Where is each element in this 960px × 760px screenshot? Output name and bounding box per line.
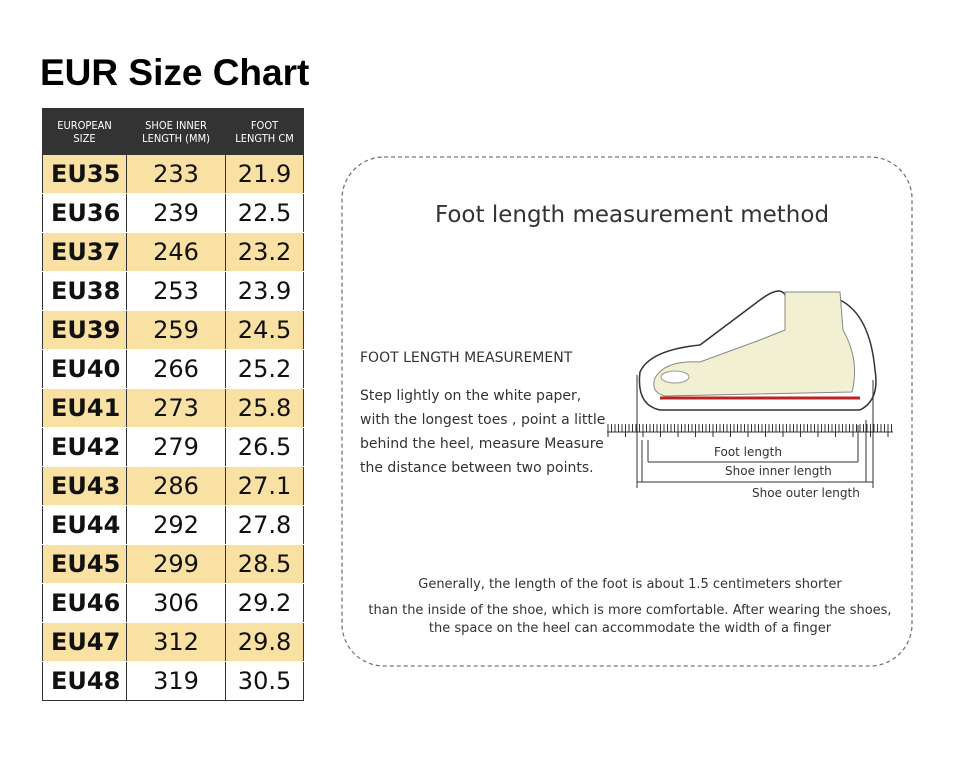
size-row: EU45 299 28.5 [41,544,304,584]
measure-cell: 233 [126,154,227,194]
measure-cell: 21.9 [225,154,304,194]
size-row: EU47 312 29.8 [41,622,304,662]
measure-cell: 266 [126,349,227,389]
size-table: EUROPEAN SIZE SHOE INNER LENGTH (MM) FOOT … [41,108,304,701]
size-row: EU48 319 30.5 [41,661,304,701]
size-row: EU35 233 21.9 [41,154,304,194]
measure-cell: 273 [126,388,227,428]
measure-cell: 286 [126,466,227,506]
size-cell: EU42 [41,427,128,467]
measure-cell: 253 [126,271,227,311]
size-row: EU46 306 29.2 [41,583,304,623]
step-text: with the longest toes , point a little [360,412,605,428]
measure-cell: 25.8 [225,388,304,428]
measure-cell: 25.2 [225,349,304,389]
panel-border [341,156,913,667]
measure-cell: 306 [126,583,227,623]
step-text: Step lightly on the white paper, [360,388,581,404]
size-cell: EU48 [41,661,128,701]
measure-cell: 29.8 [225,622,304,662]
size-cell: EU40 [41,349,128,389]
size-cell: EU35 [41,154,128,194]
measure-cell: 24.5 [225,310,304,350]
measure-cell: 259 [126,310,227,350]
measure-cell: 23.2 [225,232,304,272]
size-row: EU37 246 23.2 [41,232,304,272]
column-header: EUROPEAN SIZE [41,108,128,155]
step-text: behind the heel, measure Measure [360,436,604,452]
size-cell: EU43 [41,466,128,506]
method-subtitle: FOOT LENGTH MEASUREMENT [360,350,573,366]
size-cell: EU45 [41,544,128,584]
measure-cell: 28.5 [225,544,304,584]
size-cell: EU44 [41,505,128,545]
size-row: EU43 286 27.1 [41,466,304,506]
measure-cell: 22.5 [225,193,304,233]
measure-cell: 27.8 [225,505,304,545]
measure-cell: 319 [126,661,227,701]
note-text: than the inside of the shoe, which is mo… [368,603,891,618]
note-text: Generally, the length of the foot is abo… [418,577,842,592]
size-cell: EU47 [41,622,128,662]
measure-cell: 299 [126,544,227,584]
size-cell: EU41 [41,388,128,428]
dimension-lines [636,375,874,488]
header-row: EUROPEAN SIZE SHOE INNER LENGTH (MM) FOOT … [41,108,304,155]
measure-cell: 30.5 [225,661,304,701]
size-cell: EU37 [41,232,128,272]
column-header: SHOE INNER LENGTH (MM) [126,108,227,155]
measure-cell: 312 [126,622,227,662]
shoe-illustration [638,290,877,411]
column-header: FOOT LENGTH CM [225,108,304,155]
measure-cell: 279 [126,427,227,467]
dimension-label: Shoe inner length [725,464,832,478]
page-title: EUR Size Chart [40,52,310,93]
size-cell: EU36 [41,193,128,233]
measure-cell: 246 [126,232,227,272]
measure-cell: 292 [126,505,227,545]
measure-cell: 27.1 [225,466,304,506]
size-cell: EU38 [41,271,128,311]
measure-cell: 239 [126,193,227,233]
size-row: EU41 273 25.8 [41,388,304,428]
method-title: Foot length measurement method [435,202,829,228]
size-row: EU44 292 27.8 [41,505,304,545]
size-row: EU39 259 24.5 [41,310,304,350]
measure-cell: 29.2 [225,583,304,623]
measure-cell: 26.5 [225,427,304,467]
measure-cell: 23.9 [225,271,304,311]
size-cell: EU46 [41,583,128,623]
note-text: the space on the heel can accommodate th… [429,621,832,636]
size-row: EU36 239 22.5 [41,193,304,233]
dimension-label: Shoe outer length [752,486,860,500]
size-row: EU38 253 23.9 [41,271,304,311]
size-cell: EU39 [41,310,128,350]
size-row: EU42 279 26.5 [41,427,304,467]
dimension-label: Foot length [714,445,782,459]
step-text: the distance between two points. [360,460,594,476]
size-row: EU40 266 25.2 [41,349,304,389]
